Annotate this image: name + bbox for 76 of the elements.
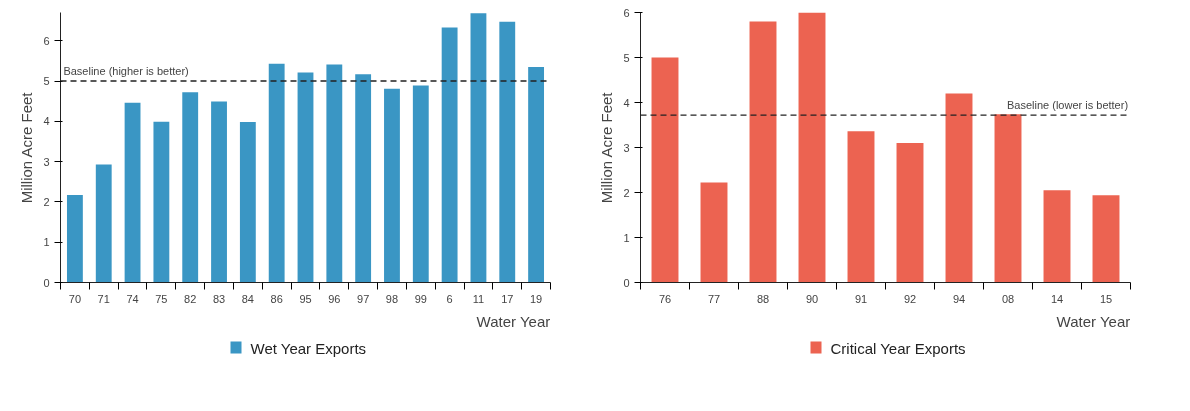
x-tick-label: 76 <box>658 292 672 305</box>
bar <box>268 63 285 283</box>
bar <box>211 101 227 283</box>
x-tick-label: 98 <box>385 292 399 305</box>
x-axis-title: Water Year <box>1056 312 1131 330</box>
legend-label: Critical Year Exports <box>830 339 966 357</box>
bar <box>124 102 141 283</box>
bar <box>66 195 83 283</box>
y-tick-label: 1 <box>43 236 50 249</box>
x-tick-label: 14 <box>1050 292 1064 305</box>
x-tick-label: 88 <box>756 292 770 305</box>
x-tick-label: 17 <box>501 292 514 305</box>
x-tick-label: 86 <box>270 292 283 305</box>
x-tick-label: 11 <box>472 292 485 305</box>
x-axis-title: Water Year <box>476 312 551 330</box>
x-tick-label: 97 <box>357 292 370 305</box>
x-tick-label: 95 <box>299 292 312 305</box>
bar <box>182 92 199 283</box>
ref-line-label: Baseline (lower is better) <box>1007 99 1129 112</box>
bar <box>700 182 728 283</box>
y-axis-title: Million Acre Feet <box>598 91 616 204</box>
y-tick-label: 5 <box>43 75 50 88</box>
y-tick-label: 6 <box>43 34 50 47</box>
bar <box>896 143 924 283</box>
y-tick-label: 4 <box>623 96 630 109</box>
bar <box>528 66 545 283</box>
y-tick-label: 0 <box>623 276 630 289</box>
y-axis-title: Million Acre Feet <box>18 91 36 204</box>
y-tick-label: 2 <box>623 186 630 199</box>
bar <box>297 72 314 283</box>
bar <box>994 114 1022 283</box>
ref-line-label: Baseline (higher is better) <box>63 65 189 78</box>
x-tick-label: 96 <box>328 292 341 305</box>
bar <box>1092 195 1120 283</box>
x-tick-label: 91 <box>854 292 868 305</box>
bar <box>384 88 400 283</box>
x-tick-label: 90 <box>805 292 819 305</box>
y-tick-label: 1 <box>623 231 630 244</box>
bar <box>749 21 777 283</box>
bar <box>326 64 343 283</box>
y-tick-label: 3 <box>43 155 50 168</box>
x-tick-label: 84 <box>241 292 254 305</box>
bar <box>1043 190 1071 283</box>
bar <box>499 21 516 283</box>
bar <box>412 85 429 283</box>
x-tick-label: 74 <box>126 292 139 305</box>
x-tick-label: 92 <box>903 292 917 305</box>
y-tick-label: 5 <box>623 51 630 64</box>
y-tick-label: 2 <box>43 195 50 208</box>
bar <box>470 13 487 283</box>
bar <box>945 93 973 283</box>
y-tick-label: 3 <box>623 141 630 154</box>
bar <box>441 27 458 283</box>
x-tick-label: 70 <box>68 292 82 305</box>
x-tick-label: 75 <box>155 292 168 305</box>
y-tick-label: 0 <box>43 276 50 289</box>
x-tick-label: 77 <box>707 292 721 305</box>
x-tick-label: 71 <box>97 292 110 305</box>
x-tick-label: 6 <box>446 292 453 305</box>
y-tick-label: 6 <box>623 6 630 19</box>
y-tick-label: 4 <box>43 115 50 128</box>
x-tick-label: 82 <box>184 292 197 305</box>
bar <box>355 74 372 283</box>
x-tick-label: 94 <box>952 292 966 305</box>
bar <box>798 12 826 283</box>
x-tick-label: 99 <box>414 292 427 305</box>
bar <box>847 131 875 283</box>
bar <box>153 121 170 283</box>
bar <box>95 164 112 283</box>
x-tick-label: 83 <box>212 292 226 305</box>
bar <box>239 122 256 283</box>
x-tick-label: 15 <box>1099 292 1113 305</box>
x-tick-label: 08 <box>1001 292 1015 305</box>
x-tick-label: 19 <box>529 292 543 305</box>
bar <box>651 57 679 283</box>
legend-label: Wet Year Exports <box>250 339 367 357</box>
